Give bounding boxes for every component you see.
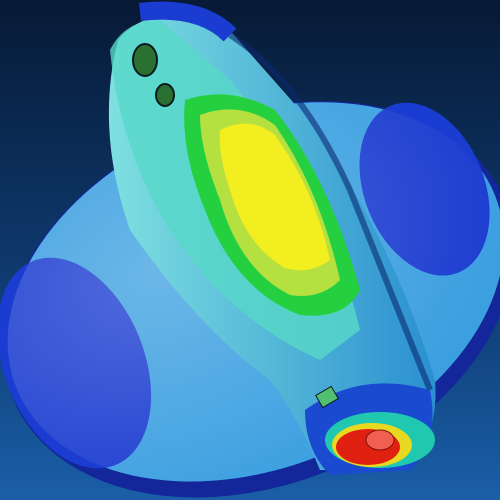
hole (132, 43, 158, 77)
ridge-shadow (228, 32, 433, 392)
hot-core (365, 429, 395, 451)
yellow-contour (219, 123, 330, 271)
bracket (315, 385, 339, 409)
hole (155, 83, 175, 107)
top-edge (138, 1, 237, 42)
